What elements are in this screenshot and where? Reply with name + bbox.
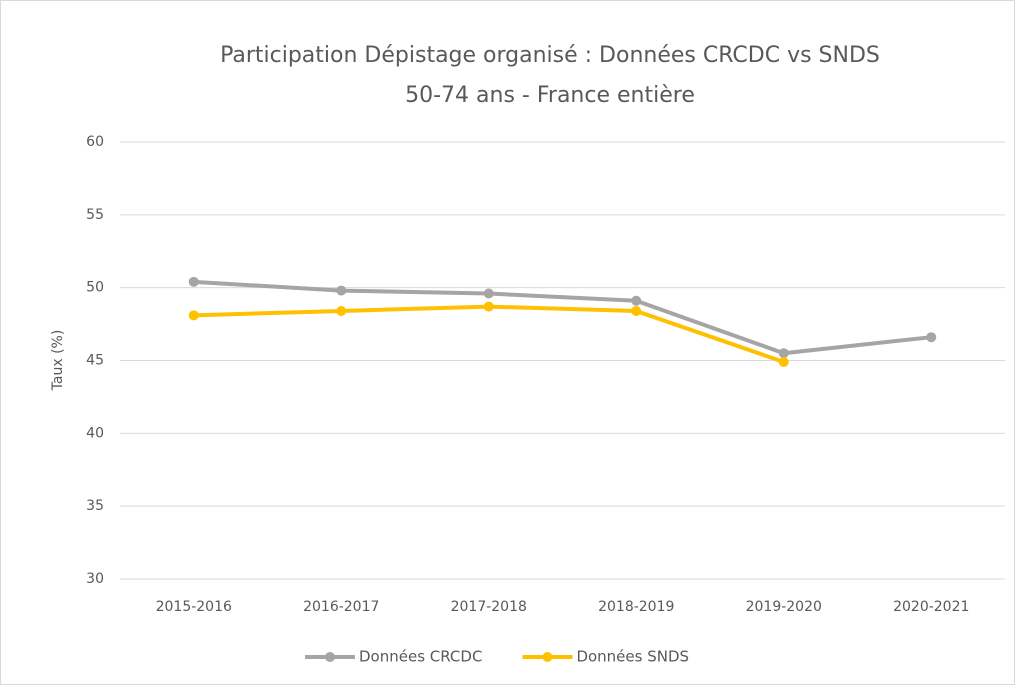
- data-point: [778, 356, 789, 367]
- data-point: [336, 305, 347, 316]
- y-tick-label: 60: [86, 134, 104, 150]
- data-point: [483, 301, 494, 312]
- y-tick-label: 50: [86, 280, 104, 296]
- legend-marker: [542, 652, 553, 662]
- x-tick-label: 2015-2016: [156, 599, 232, 615]
- data-point: [188, 310, 199, 321]
- data-point: [188, 276, 199, 287]
- x-tick-label: 2017-2018: [451, 599, 527, 615]
- legend-label: Données CRCDC: [359, 648, 482, 666]
- legend-marker: [325, 652, 335, 662]
- data-point: [483, 288, 494, 299]
- series-line: [193, 279, 932, 356]
- y-tick-label: 55: [86, 207, 104, 223]
- data-point: [631, 295, 642, 306]
- data-point: [631, 305, 642, 316]
- chart-subtitle: 50-74 ans - France entière: [405, 83, 695, 108]
- y-tick-label: 40: [86, 425, 104, 441]
- chart-title: Participation Dépistage organisé : Donné…: [220, 43, 880, 68]
- x-tick-label: 2019-2020: [746, 599, 822, 615]
- data-point: [926, 332, 937, 343]
- y-tick-label: 45: [86, 353, 104, 369]
- x-tick-label: 2020-2021: [893, 599, 969, 615]
- data-point: [336, 285, 347, 296]
- y-tick-label: 35: [86, 498, 104, 514]
- x-tick-label: 2018-2019: [598, 599, 674, 615]
- data-point: [778, 348, 789, 359]
- legend-label: Données SNDS: [576, 648, 689, 666]
- y-tick-label: 30: [86, 571, 104, 587]
- y-axis-label: Taux (%): [50, 330, 66, 392]
- x-tick-label: 2016-2017: [303, 599, 379, 615]
